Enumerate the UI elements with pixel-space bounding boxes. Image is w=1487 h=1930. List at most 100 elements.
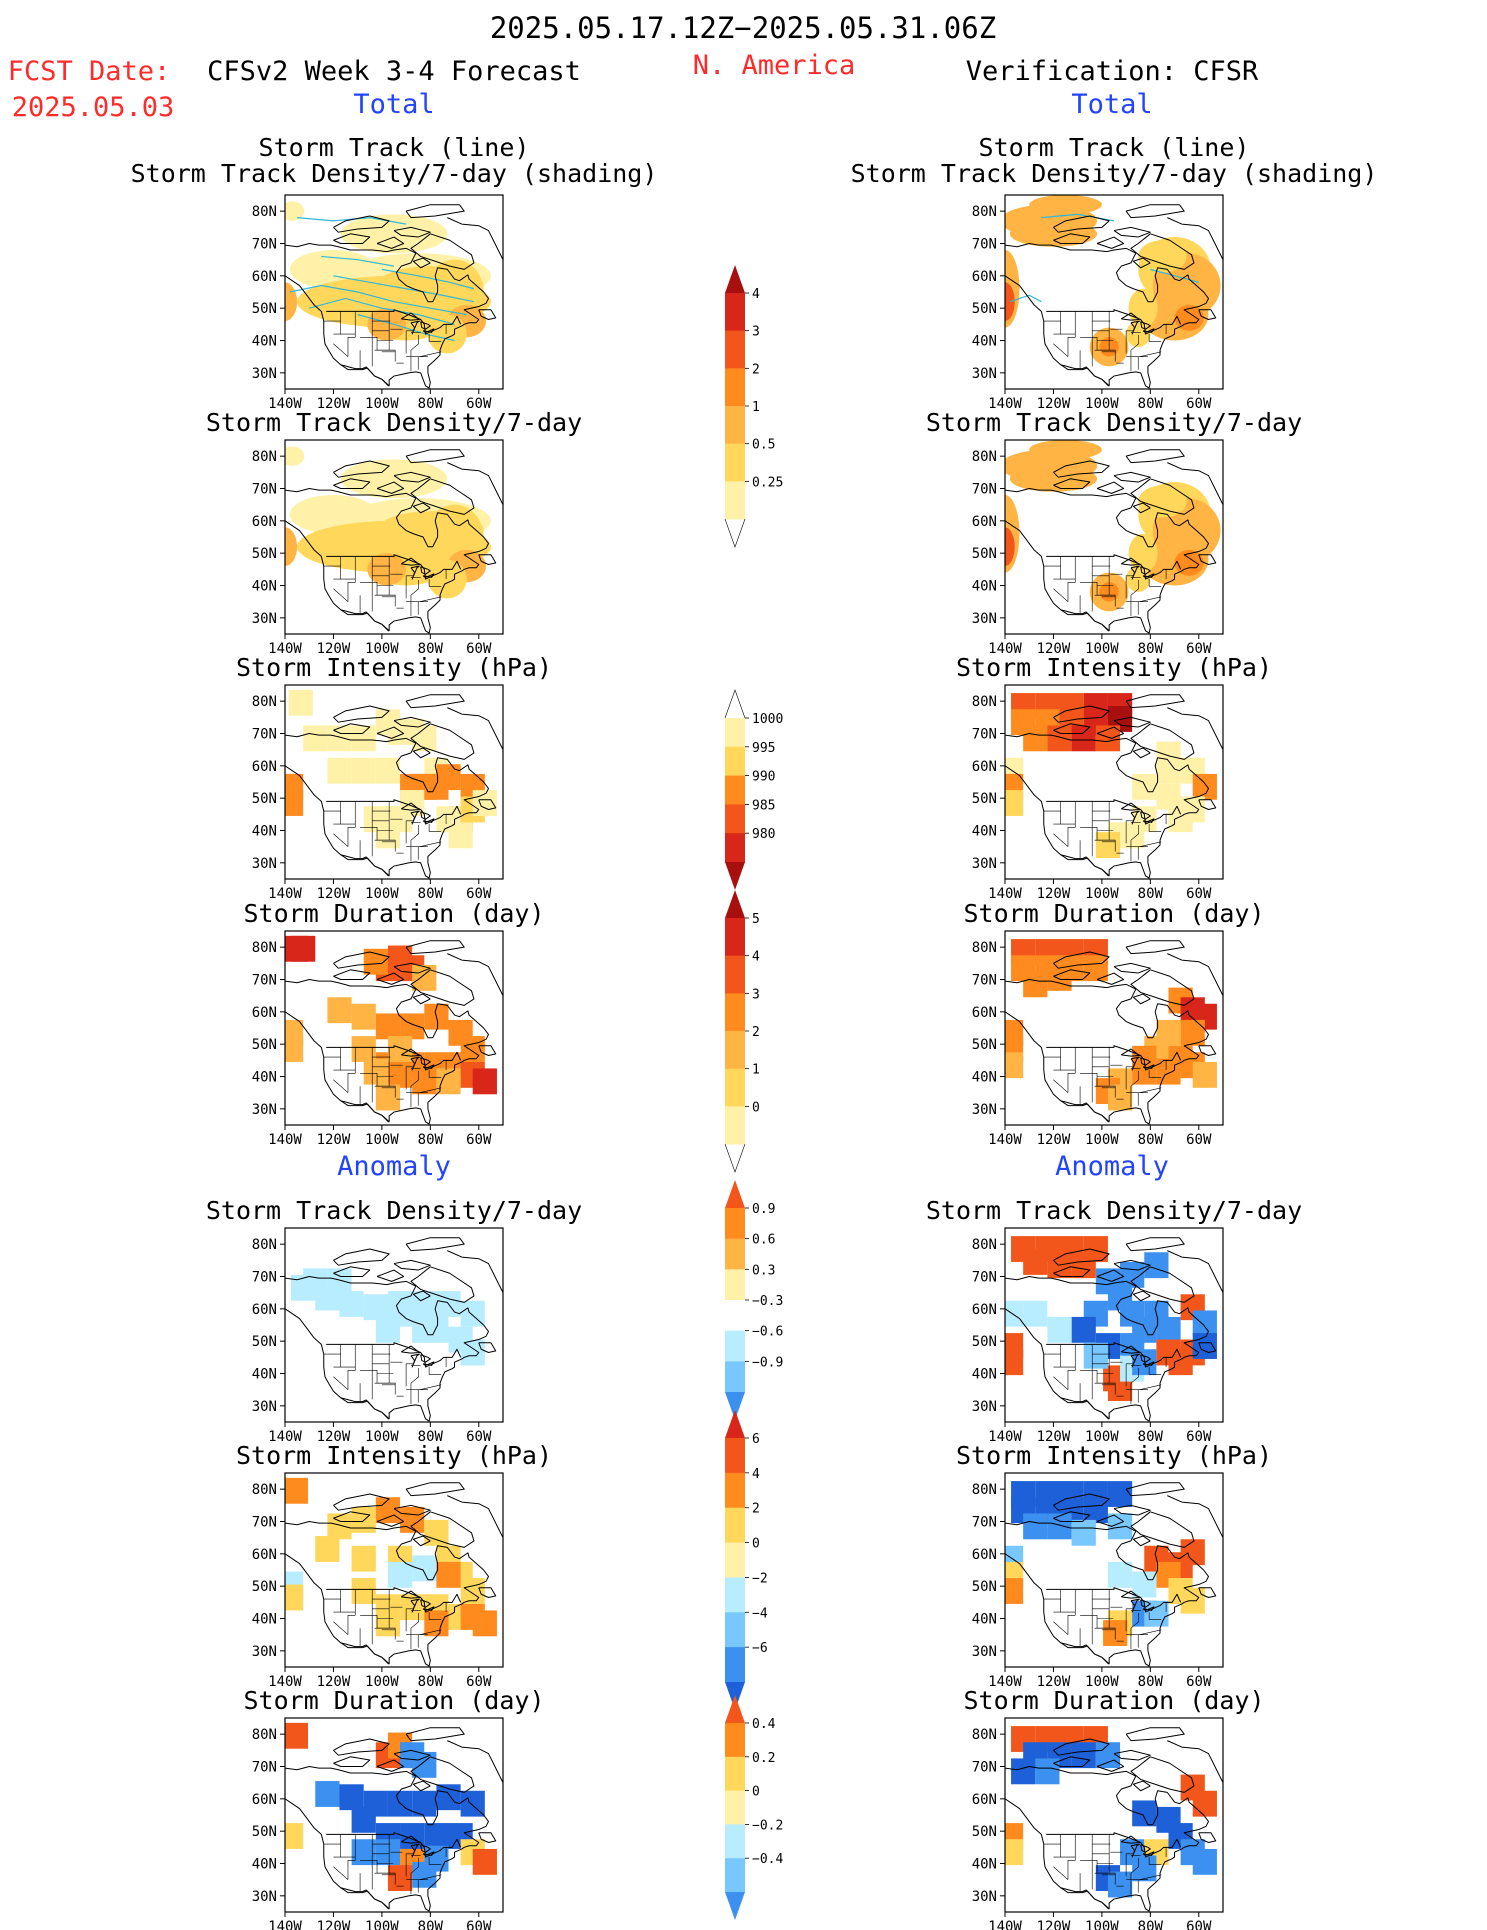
state-border [419,1384,442,1390]
lake-outline [1142,818,1155,823]
state-border [333,1621,349,1635]
grid-cell [412,1316,437,1343]
coastline [1005,1521,1209,1667]
left-panel-title: Storm Track Density/7-day [206,409,582,436]
right-panel-title: Storm Intensity (hPa) [956,654,1272,681]
date-range-title: 2025.05.17.12Z−2025.05.31.06Z [489,11,997,45]
island-outline [1113,226,1151,238]
lon-tick-label: 100W [365,886,399,902]
map-frame [284,1717,504,1913]
state-border [374,1085,396,1098]
right-total-label: Total [1071,89,1153,120]
lat-tick-label: 50N [252,1824,277,1840]
grid-cell [1071,1252,1096,1279]
map-frame [284,1472,504,1668]
state-border [1139,1087,1162,1093]
state-border [417,356,428,370]
lat-tick-label: 60N [972,1547,997,1563]
greenland-coast [447,685,503,751]
state-border [419,1087,442,1093]
island-outline [1132,1290,1151,1302]
lat-tick-label: 30N [252,611,277,627]
grid-cell [315,1536,340,1562]
island-outline [410,969,475,1006]
lat-tick-label: 50N [972,1037,997,1053]
colorbar-segment [725,833,745,863]
state-border [374,1382,396,1395]
island-outline [1132,993,1151,1005]
state-border [1137,1389,1148,1403]
state-border [333,588,349,602]
colorbar-tick-label: 0 [752,1537,760,1552]
colorbar-segment [725,1208,745,1240]
state-border [333,1866,349,1880]
coastline [285,243,489,389]
lat-tick-label: 40N [252,1367,277,1383]
map-frame [284,684,504,880]
panel-title-line: Storm Track Density/7-day (shading) [130,159,658,189]
lake-outline [1140,1599,1151,1608]
lat-tick-label: 30N [972,1644,997,1660]
lat-tick-label: 70N [972,1760,997,1776]
state-border [1148,1612,1162,1620]
fcst-date-value: 2025.05.03 [11,92,175,123]
right-panel-title: Storm Intensity (hPa) [956,1442,1272,1469]
lon-tick-label: 140W [268,1132,302,1148]
lake-outline [1130,1598,1140,1613]
state-border [410,1858,420,1895]
state-border [347,1344,356,1390]
grid-cell [1005,1578,1024,1604]
national-border [340,854,390,877]
coastline [1005,1276,1209,1422]
storm-track-line [333,275,475,303]
panel-title-line: Storm Intensity (hPa) [235,1441,553,1470]
verification-title: Verification: CFSR [965,56,1259,87]
lake-outline [422,573,435,578]
island-outline [405,694,465,709]
grid-cell [327,1513,352,1540]
lat-tick-label: 60N [972,269,997,285]
lat-tick-label: 80N [972,449,997,465]
national-border [340,1642,390,1665]
state-border [1148,1070,1162,1078]
state-border [1148,334,1162,342]
coastline [285,733,489,879]
state-border [428,579,442,587]
grid-cell [1156,741,1181,768]
colorbar-segment [725,804,745,834]
island-outline [393,1259,431,1271]
state-border [1125,1066,1134,1090]
lake-outline [410,1056,420,1071]
grid-cell [285,1722,309,1749]
grid-cell [1107,1481,1133,1507]
state-border [1125,1608,1134,1632]
lat-tick-label: 50N [972,1824,997,1840]
state-border [1130,1368,1140,1405]
lon-tick-label: 120W [317,1674,351,1690]
lake-outline [422,1606,435,1611]
state-border [405,1608,414,1632]
lon-tick-label: 140W [268,396,302,412]
density-shading [1009,465,1098,492]
lon-tick-label: 60W [1186,1132,1212,1148]
grid-cell [1144,1252,1169,1279]
left-anomaly-label: Anomaly [337,1151,451,1182]
state-border [1053,1079,1069,1093]
state-border [1130,335,1140,372]
grid-cell [387,1561,413,1588]
island-outline [333,215,390,233]
national-border [326,1832,462,1858]
grid-cell [1047,725,1072,752]
colorbar-tick-label: −0.6 [752,1325,783,1340]
lat-tick-label: 60N [252,1005,277,1021]
state-border [417,601,428,615]
colorbar-tick-label: −0.4 [752,1852,783,1867]
colorbar-segment [725,1300,745,1332]
lon-tick-label: 120W [317,1429,351,1445]
colorbar-segment [725,1106,745,1145]
lake-outline [1140,1057,1151,1066]
density-shading [1128,288,1158,328]
